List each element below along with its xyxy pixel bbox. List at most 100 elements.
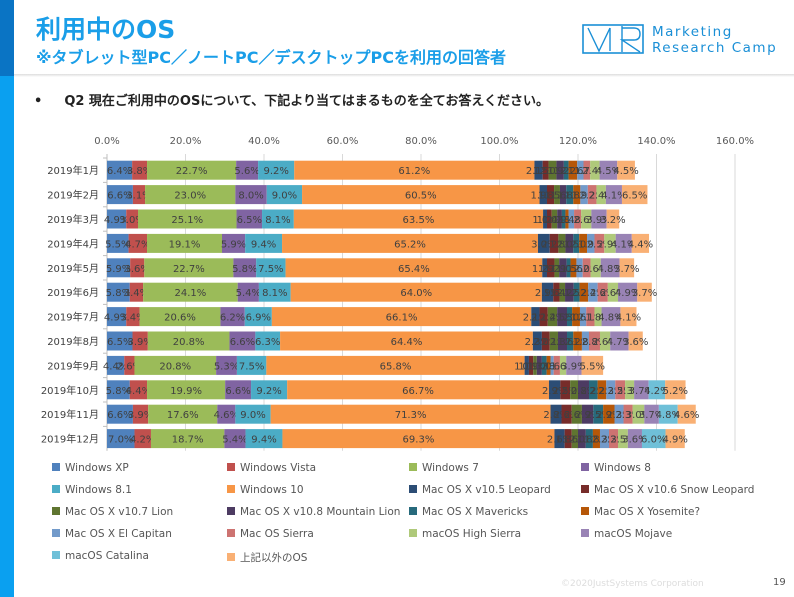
- legend-label: macOS High Sierra: [422, 528, 522, 540]
- data-label: 5.9%: [106, 264, 131, 275]
- bar-segment: [549, 233, 559, 253]
- bar-segment: [601, 307, 621, 327]
- data-label: 3.4%: [124, 288, 149, 299]
- bar-segment: [147, 380, 226, 400]
- bar-segment: [107, 282, 130, 302]
- bar-segment: [563, 160, 569, 180]
- bar-segment: [245, 233, 283, 253]
- data-label: 71.3%: [395, 410, 427, 421]
- bar-segment: [567, 307, 573, 327]
- bar-segment: [578, 429, 586, 449]
- bar-segment: [665, 380, 686, 400]
- data-label: 4.5%: [596, 166, 621, 177]
- bar-segment: [553, 282, 560, 302]
- x-tick-label: 140.0%: [637, 136, 675, 147]
- data-label: 2.3%: [606, 410, 631, 421]
- bar-segment: [107, 185, 133, 205]
- data-label: 2.6%: [564, 410, 589, 421]
- bar-segment: [557, 331, 568, 351]
- bar-segment: [266, 185, 303, 205]
- bar-segment: [628, 331, 643, 351]
- bar-segment: [617, 160, 635, 180]
- data-label: 1.8%: [565, 215, 590, 226]
- data-label: 1.8%: [549, 239, 574, 250]
- data-label: 1.6%: [544, 288, 569, 299]
- legend-item: 上記以外のOS: [227, 550, 307, 565]
- bar-segment: [107, 307, 127, 327]
- data-label: 6.3%: [255, 337, 280, 348]
- bar-segment: [615, 380, 626, 400]
- bar-segment: [587, 233, 595, 253]
- data-label: 1.8%: [585, 313, 610, 324]
- data-label: 2.6%: [547, 435, 572, 446]
- bar-segment: [573, 185, 581, 205]
- data-label: 3.7%: [639, 410, 664, 421]
- data-label: 6.2%: [220, 313, 245, 324]
- data-label: 2.1%: [531, 313, 556, 324]
- bar-segment: [582, 258, 591, 278]
- bar-segment: [618, 429, 628, 449]
- data-label: 1.9%: [571, 191, 596, 202]
- data-label: 23.0%: [174, 191, 206, 202]
- data-label: 1.9%: [538, 264, 563, 275]
- bar-segment: [107, 331, 133, 351]
- data-label: 3.2%: [600, 215, 625, 226]
- data-label: 4.9%: [104, 215, 129, 226]
- bar-segment: [559, 282, 566, 302]
- data-label: 69.3%: [403, 435, 435, 446]
- data-label: 8.0%: [238, 191, 263, 202]
- data-label: 2.2%: [589, 386, 614, 397]
- data-label: 1.5%: [561, 264, 586, 275]
- bar-segment: [541, 355, 547, 375]
- legend-swatch-icon: [581, 529, 589, 537]
- data-label: 7.5%: [239, 361, 264, 372]
- data-label: 4.6%: [214, 410, 239, 421]
- question-text: • Q2 現在ご利用中のOSについて、下記より当てはまるものを全てお答えください。: [34, 90, 549, 109]
- data-label: 65.4%: [398, 264, 430, 275]
- data-label: 1.2%: [537, 215, 562, 226]
- bar-segment: [556, 160, 564, 180]
- legend-item: Windows 7: [409, 462, 479, 474]
- data-label: 1.6%: [550, 361, 575, 372]
- bar-segment: [132, 160, 148, 180]
- bar-segment: [554, 185, 560, 205]
- legend-swatch-icon: [52, 463, 60, 471]
- x-tick-label: 60.0%: [327, 136, 359, 147]
- bar-segment: [637, 282, 652, 302]
- data-label: 2.2%: [565, 337, 590, 348]
- bar-segment: [568, 160, 578, 180]
- data-label: 2.3%: [592, 435, 617, 446]
- bar-segment: [559, 258, 567, 278]
- data-label: 2.5%: [610, 435, 635, 446]
- bar-segment: [270, 404, 551, 424]
- bar-segment: [107, 404, 133, 424]
- data-label: 6.6%: [225, 386, 250, 397]
- legend-item: Mac OS X v10.6 Snow Leopard: [581, 484, 754, 496]
- bar-segment: [134, 355, 217, 375]
- category-label: 2019年11月: [41, 408, 99, 421]
- bar-segment: [566, 258, 571, 278]
- data-label: 2.4%: [580, 288, 605, 299]
- bar-segment: [599, 160, 618, 180]
- bar-segment: [547, 307, 558, 327]
- data-label: 4.7%: [607, 337, 632, 348]
- legend-item: Mac OS Sierra: [227, 528, 314, 540]
- data-label: 66.1%: [386, 313, 418, 324]
- legend-swatch-icon: [52, 551, 60, 559]
- bar-segment: [551, 209, 558, 229]
- bar-segment: [576, 258, 583, 278]
- legend-label: 上記以外のOS: [240, 552, 308, 564]
- bar-segment: [564, 429, 572, 449]
- bar-segment: [578, 380, 589, 400]
- bar-segment: [524, 355, 529, 375]
- x-tick-label: 80.0%: [405, 136, 437, 147]
- data-label: 6.5%: [622, 191, 647, 202]
- copyright: ©2020JustSystems Corporation: [561, 579, 704, 589]
- category-label: 2019年1月: [47, 164, 99, 177]
- data-label: 3.9%: [128, 410, 153, 421]
- bar-segment: [614, 404, 624, 424]
- data-label: 1.6%: [557, 337, 582, 348]
- data-label: 5.5%: [105, 239, 130, 250]
- data-label: 6.5%: [107, 337, 132, 348]
- bar-segment: [542, 160, 549, 180]
